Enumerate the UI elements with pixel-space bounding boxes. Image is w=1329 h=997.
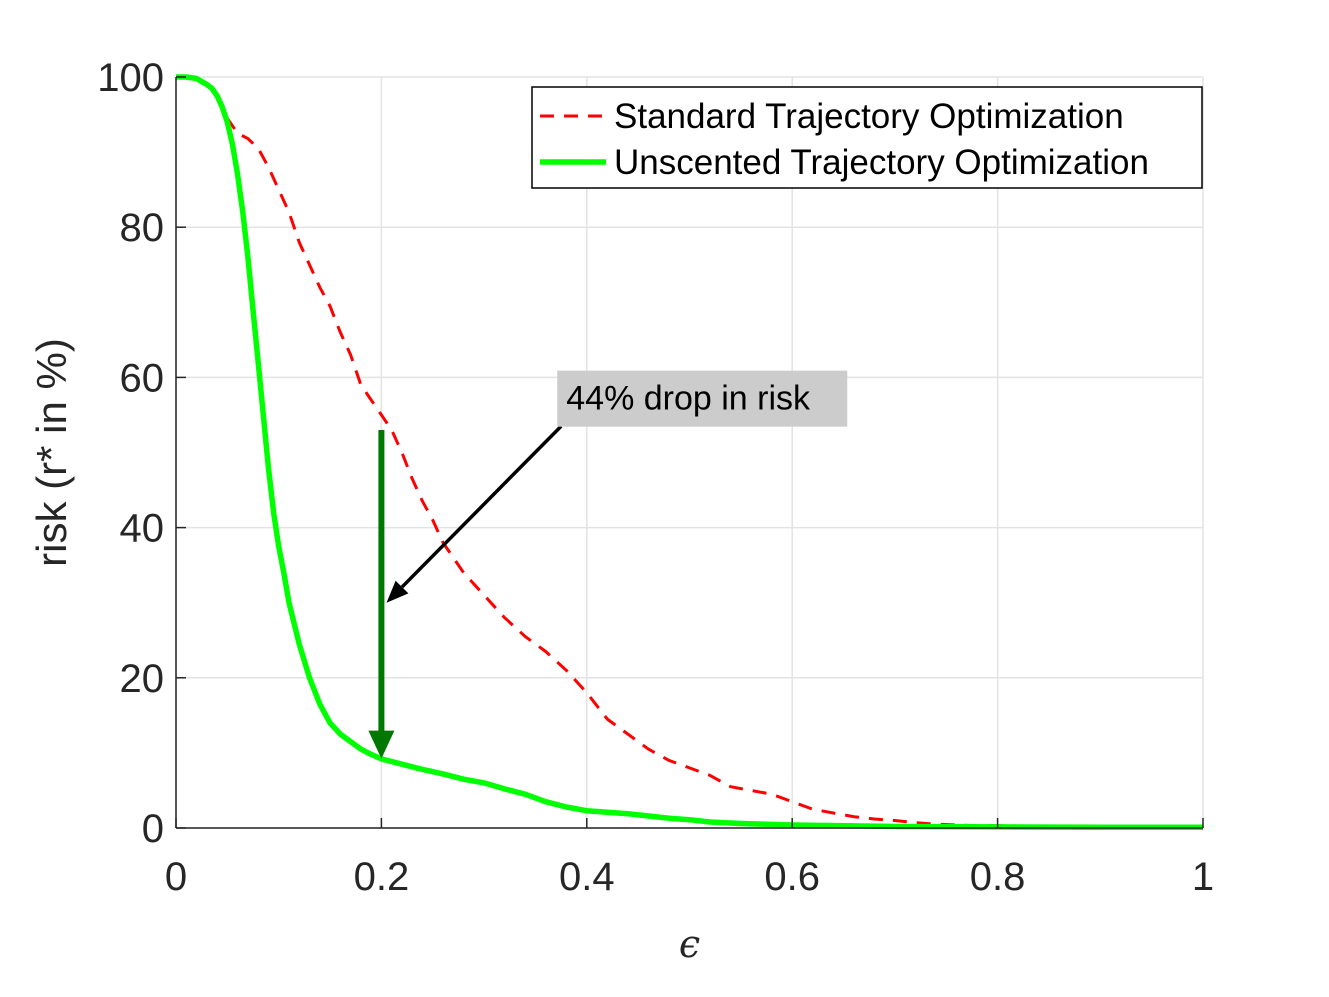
series-standard-line (176, 75, 1203, 829)
x-tick-label: 0.2 (354, 855, 410, 899)
y-tick-label: 80 (120, 206, 165, 250)
axes (175, 76, 1204, 829)
tick-labels: 0 0.2 0.4 0.6 0.8 1 0 20 40 60 80 100 (97, 56, 1214, 899)
series-unscented-line (176, 74, 1203, 830)
x-tick-label: 1 (1192, 855, 1214, 899)
y-tick-label: 0 (142, 807, 164, 851)
x-tick-label: 0 (165, 855, 187, 899)
y-tick-label: 60 (120, 356, 165, 400)
annotation-box: 44% drop in risk (557, 370, 848, 427)
plot-area (176, 77, 1203, 828)
x-tick-label: 0.8 (970, 855, 1026, 899)
y-tick-label: 40 (120, 507, 165, 551)
annotation-box-bg (557, 370, 848, 427)
legend-label-unscented: Unscented Trajectory Optimization (614, 143, 1149, 182)
y-tick-label: 20 (120, 657, 165, 701)
y-axis-label: risk (r* in %) (28, 338, 75, 567)
x-axis-label: ϵ (679, 922, 700, 966)
x-tick-label: 0.6 (764, 855, 820, 899)
annotation-text: 44% drop in risk (566, 380, 811, 418)
y-tick-label: 100 (97, 56, 164, 100)
x-tick-label: 0.4 (559, 855, 615, 899)
drop-arrow-head (368, 730, 395, 759)
legend-box (531, 86, 1203, 189)
annotation-layer (368, 424, 563, 759)
annotation-arrow-shaft (400, 424, 563, 589)
annotation-arrow-head (386, 580, 409, 603)
series-layer (176, 74, 1203, 830)
legend-label-standard: Standard Trajectory Optimization (614, 97, 1124, 136)
legend: Standard Trajectory Optimization Unscent… (531, 86, 1203, 189)
